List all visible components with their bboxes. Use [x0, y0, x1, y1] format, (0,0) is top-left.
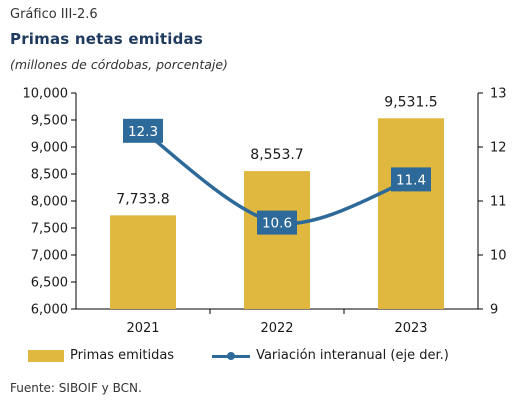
y-left-tick-label: 6,500 [31, 276, 68, 291]
line-value-label: 12.3 [128, 124, 158, 140]
bar-2023 [378, 118, 444, 309]
x-tick-label: 2021 [126, 321, 159, 336]
line-value-label: 11.4 [396, 172, 426, 188]
y-left-tick-label: 7,000 [31, 249, 68, 264]
y-left-tick-label: 7,500 [31, 222, 68, 237]
y-right-tick-label: 10 [490, 249, 507, 264]
line-point-marker [391, 167, 431, 192]
line-value-label: 10.6 [262, 216, 292, 232]
line-point-marker [257, 210, 297, 235]
y-left-tick-label: 6,000 [31, 303, 68, 318]
y-left-tick-label: 8,000 [31, 195, 68, 210]
legend-label-line: Variación interanual (eje der.) [256, 348, 449, 363]
bar-value-label: 8,553.7 [250, 147, 303, 163]
x-tick-label: 2023 [394, 321, 427, 336]
y-right-tick-label: 11 [490, 195, 507, 210]
y-right-tick-label: 12 [490, 141, 507, 156]
legend-item-bars: Primas emitidas [28, 348, 174, 363]
source-note: Fuente: SIBOIF y BCN. [10, 381, 142, 395]
bar-value-label: 7,733.8 [116, 191, 169, 207]
chart-subtitle: (millones de córdobas, porcentaje) [10, 57, 228, 72]
y-right-tick-label: 9 [490, 303, 498, 318]
x-tick-label: 2022 [260, 321, 293, 336]
y-right-tick-label: 13 [490, 87, 507, 102]
bar-2022 [244, 171, 310, 309]
y-left-tick-label: 9,000 [31, 141, 68, 156]
chart-legend: Primas emitidas Variación interanual (ej… [28, 348, 487, 363]
legend-label-bars: Primas emitidas [70, 348, 175, 363]
legend-item-line: Variación interanual (eje der.) [212, 348, 449, 363]
y-left-tick-label: 9,500 [31, 114, 68, 129]
line-point-marker [123, 118, 163, 143]
y-left-tick-label: 8,500 [31, 168, 68, 183]
y-left-tick-label: 10,000 [23, 87, 69, 102]
bar-2021 [110, 215, 176, 309]
legend-swatch-line [212, 350, 251, 362]
bar-value-label: 9,531.5 [384, 94, 437, 110]
chart-area: 6,000 6,500 7,000 7,500 8,000 8,500 9,000 9,500… [23, 87, 507, 337]
legend-swatch-bar [28, 349, 64, 362]
figure-label: Gráfico III-2.6 [10, 7, 98, 22]
chart-title: Primas netas emitidas [10, 30, 203, 48]
